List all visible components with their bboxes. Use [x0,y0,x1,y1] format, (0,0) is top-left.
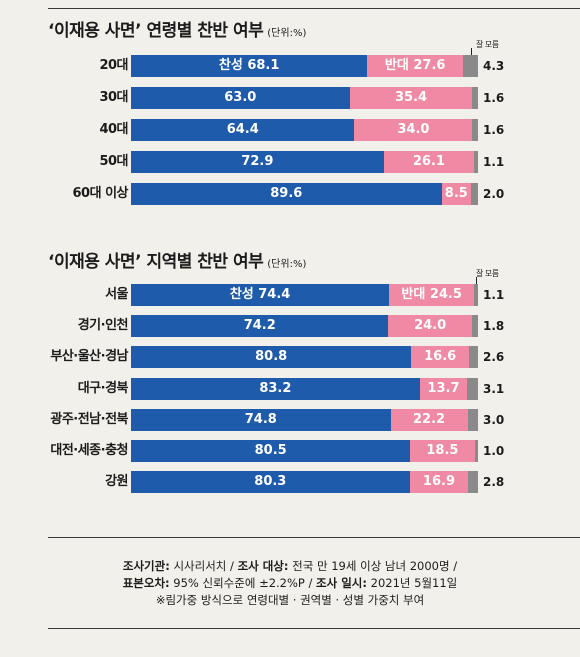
unsure-value: 3.1 [483,382,505,396]
bar-row: 부산·울산·경남 80.8 16.6 2.6 [0,346,580,368]
bar-unsure [474,440,478,462]
bar-unsure [467,409,478,431]
category-label: 50대 [99,154,128,169]
bar-oppose: 반대 27.6 [367,55,464,77]
bar-row: 강원 80.3 16.9 2.8 [0,471,580,493]
bar-support: 80.3 [131,471,410,493]
bottom-divider [48,628,580,629]
unsure-value: 1.6 [483,123,505,137]
unsure-value: 1.6 [483,91,505,105]
notes-weighting: ※림가중 방식으로 연령대별 · 권역별 · 성별 가중치 부여 [155,593,425,607]
unsure-value: 4.3 [483,59,505,73]
notes-org: 시사리서치 / [169,559,238,573]
bar-oppose: 18.5 [410,440,475,462]
chart1-title: ‘이재용 사면’ 연령별 찬반 여부 (단위:%) [48,16,306,41]
category-label: 대전·세종·충청 [50,443,128,458]
bar-oppose: 13.7 [419,378,468,400]
category-label: 30대 [99,90,128,105]
survey-notes: 조사기관: 시사리서치 / 조사 대상: 전국 만 19세 이상 남녀 2000… [0,558,580,609]
notes-line-2: 표본오차: 95% 신뢰수준에 ±2.2%P / 조사 일시: 2021년 5월… [0,575,580,592]
bar-row: 대전·세종·충청 80.5 18.5 1.0 [0,440,580,462]
chart1-unit: (단위:%) [267,28,307,39]
bar-support: 74.2 [131,315,389,337]
notes-date: 2021년 5월11일 [366,576,458,590]
bar-support: 72.9 [131,151,384,173]
bar-row: 30대 63.0 35.4 1.6 [0,87,580,109]
bar-unsure [468,471,478,493]
unsure-value: 1.1 [483,288,505,302]
notes-date-label: 조사 일시: [316,576,367,590]
notes-target-label: 조사 대상: [237,559,289,573]
bar-oppose: 35.4 [349,87,473,109]
bar-support: 63.0 [131,87,350,109]
unsure-legend-label: 잘 모름 [476,269,499,278]
bar-row: 서울 찬성 74.4 반대 24.5 1.1 [0,284,580,306]
notes-error-label: 표본오차: [122,576,170,590]
category-label: 강원 [105,474,128,489]
chart2-title-text: ‘이재용 사면’ 지역별 찬반 여부 [48,252,264,272]
category-label: 대구·경북 [77,381,129,396]
bar-row: 대구·경북 83.2 13.7 3.1 [0,378,580,400]
chart2-unit: (단위:%) [267,259,307,270]
bar-unsure [471,183,478,205]
unsure-value: 1.8 [483,319,505,333]
category-label: 경기·인천 [77,318,129,333]
bar-row: 광주·전남·전북 74.8 22.2 3.0 [0,409,580,431]
bar-oppose: 반대 24.5 [389,284,475,306]
bar-row: 40대 64.4 34.0 1.6 [0,119,580,141]
category-label: 60대 이상 [72,186,129,201]
chart1-title-text: ‘이재용 사면’ 연령별 찬반 여부 [48,21,264,41]
chart2-title: ‘이재용 사면’ 지역별 찬반 여부 (단위:%) [48,247,306,272]
bar-unsure [471,315,478,337]
bar-support: 83.2 [131,378,420,400]
unsure-legend-pointer [476,277,477,284]
bar-row: 60대 이상 89.6 8.5 2.0 [0,183,580,205]
bar-oppose: 34.0 [354,119,473,141]
bar-oppose: 26.1 [383,151,475,173]
bar-row: 20대 찬성 68.1 반대 27.6 4.3 [0,55,580,77]
notes-org-label: 조사기관: [122,559,170,573]
bar-oppose: 22.2 [390,409,468,431]
bar-row: 경기·인천 74.2 24.0 1.8 [0,315,580,337]
bar-oppose: 16.9 [409,471,469,493]
bar-support: 80.8 [131,346,412,368]
notes-line-1: 조사기관: 시사리서치 / 조사 대상: 전국 만 19세 이상 남녀 2000… [0,558,580,575]
bar-support: 찬성 74.4 [131,284,390,306]
category-label: 광주·전남·전북 [50,412,128,427]
top-divider [48,8,580,9]
bar-row: 50대 72.9 26.1 1.1 [0,151,580,173]
bar-unsure [474,151,478,173]
unsure-value: 2.8 [483,475,505,489]
bar-unsure [468,346,478,368]
unsure-legend-pointer [471,48,472,55]
bar-unsure [467,378,478,400]
bar-oppose: 8.5 [441,183,472,205]
unsure-value: 1.1 [483,155,505,169]
unsure-value: 2.6 [483,350,505,364]
bar-support: 89.6 [131,183,442,205]
bar-unsure [474,284,478,306]
bar-unsure [463,55,478,77]
category-label: 서울 [105,287,128,302]
unsure-value: 1.0 [483,444,505,458]
bar-unsure [472,87,478,109]
unsure-value: 3.0 [483,413,505,427]
unsure-value: 2.0 [483,187,505,201]
bar-support: 찬성 68.1 [131,55,368,77]
bar-oppose: 16.6 [411,346,469,368]
bar-oppose: 24.0 [388,315,472,337]
bar-support: 80.5 [131,440,411,462]
category-label: 40대 [99,122,128,137]
category-label: 부산·울산·경남 [50,349,128,364]
bar-support: 74.8 [131,409,391,431]
unsure-legend-label: 잘 모름 [476,40,499,49]
notes-target: 전국 만 19세 이상 남녀 2000명 / [288,559,458,573]
bar-unsure [472,119,478,141]
notes-divider-top [48,537,580,538]
category-label: 20대 [99,58,128,73]
notes-error: 95% 신뢰수준에 ±2.2%P / [169,576,317,590]
bar-support: 64.4 [131,119,355,141]
